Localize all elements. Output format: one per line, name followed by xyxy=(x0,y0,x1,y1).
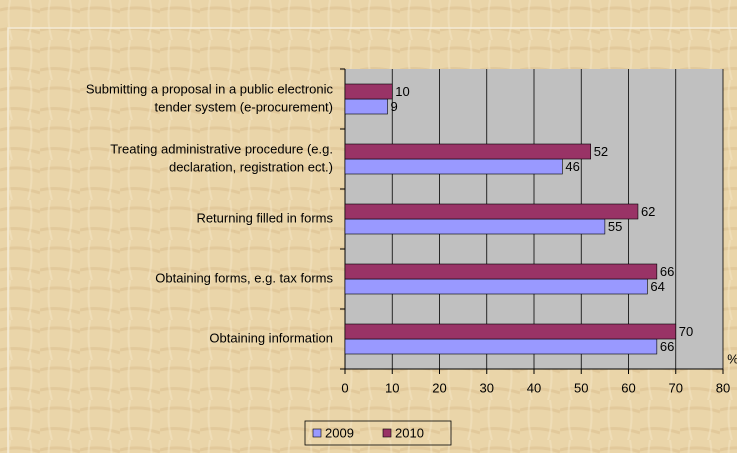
bar xyxy=(344,203,639,220)
y-tick-label: declaration, registration ect.) xyxy=(169,159,333,174)
data-label: 55 xyxy=(608,219,622,234)
legend-swatch xyxy=(382,428,392,438)
x-tick-label: 20 xyxy=(432,380,446,395)
x-tick-label: 40 xyxy=(527,380,541,395)
x-tick-label: 70 xyxy=(669,380,683,395)
y-tick-label: tender system (e-procurement) xyxy=(155,99,333,114)
bar xyxy=(344,83,393,100)
x-tick-label: 30 xyxy=(480,380,494,395)
chart-border xyxy=(7,27,737,453)
bar xyxy=(344,218,606,235)
data-label: 70 xyxy=(679,324,693,339)
data-label: 66 xyxy=(660,339,674,354)
x-axis-label: % xyxy=(727,351,737,366)
x-tick-label: 0 xyxy=(341,380,348,395)
legend-swatch xyxy=(312,428,322,438)
data-label: 10 xyxy=(395,84,409,99)
y-tick-label: Submitting a proposal in a public electr… xyxy=(86,81,334,96)
data-label: 64 xyxy=(650,279,664,294)
data-label: 66 xyxy=(660,264,674,279)
legend-label: 2010 xyxy=(395,425,424,440)
x-tick-label: 60 xyxy=(621,380,635,395)
bar xyxy=(344,323,677,340)
data-label: 62 xyxy=(641,204,655,219)
bar xyxy=(344,98,388,115)
bar xyxy=(344,338,658,355)
y-tick-label: Treating administrative procedure (e.g. xyxy=(110,141,333,156)
y-tick-label: Obtaining forms, e.g. tax forms xyxy=(155,270,333,285)
data-label: 46 xyxy=(565,159,579,174)
x-tick-label: 80 xyxy=(716,380,730,395)
legend-box xyxy=(304,420,452,446)
data-label: 52 xyxy=(594,144,608,159)
y-tick-label: Obtaining information xyxy=(209,330,333,345)
x-tick-label: 50 xyxy=(574,380,588,395)
y-tick-label: Returning filled in forms xyxy=(196,210,333,225)
x-tick-label: 10 xyxy=(385,380,399,395)
bar xyxy=(344,158,563,175)
data-label: 9 xyxy=(391,99,398,114)
bar xyxy=(344,278,648,295)
bar xyxy=(344,143,591,160)
bar xyxy=(344,263,658,280)
legend-label: 2009 xyxy=(325,425,354,440)
